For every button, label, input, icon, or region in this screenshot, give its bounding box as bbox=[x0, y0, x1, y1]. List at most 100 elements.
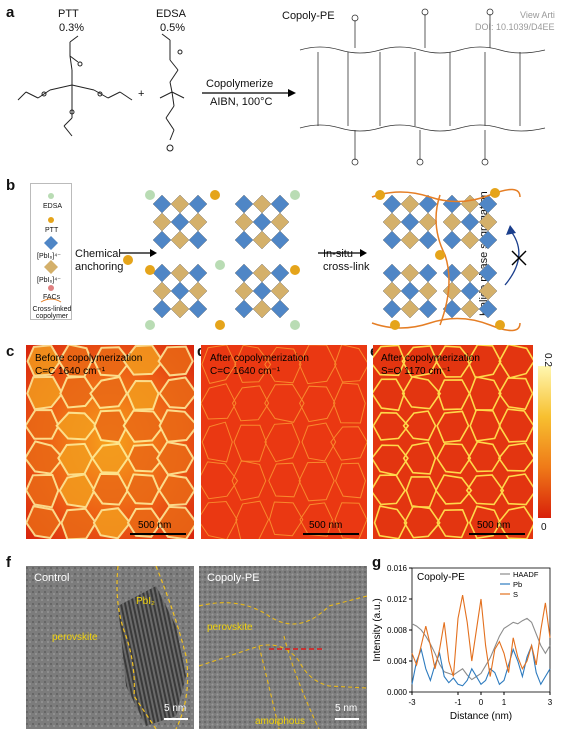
polymer-chain bbox=[371, 188, 521, 203]
grain bbox=[465, 474, 505, 506]
afm-ir-map-after-so: After copolymerization S=O 1170 cm⁻¹ 500… bbox=[373, 345, 533, 539]
grain bbox=[234, 345, 272, 383]
grain bbox=[126, 443, 165, 473]
grain bbox=[201, 345, 237, 384]
step2-line1: In-situ bbox=[323, 248, 353, 260]
ligand-dot bbox=[290, 265, 300, 275]
grain bbox=[334, 345, 367, 383]
grain bbox=[233, 424, 267, 462]
panel-a-label: a bbox=[6, 4, 15, 21]
map-c-line1: Before copolymerization bbox=[35, 353, 143, 364]
grain bbox=[298, 461, 335, 502]
grain bbox=[469, 408, 501, 442]
tem-control-title: Control bbox=[34, 572, 70, 584]
panel-c-label: c bbox=[6, 343, 15, 360]
tem-control-canvas bbox=[26, 566, 194, 729]
grain bbox=[405, 476, 438, 508]
y-tick-label: 0.004 bbox=[387, 657, 408, 666]
ligand-dot bbox=[215, 260, 225, 270]
map-e-line1: After copolymerization bbox=[381, 353, 480, 364]
map-c-line2: C=C 1640 cm⁻¹ bbox=[35, 366, 106, 377]
x-tick-label: -1 bbox=[454, 698, 462, 707]
segregation-arrowhead bbox=[506, 225, 516, 235]
tem-control-image: Control PbI₂ perovskite 5 nm bbox=[26, 566, 194, 729]
grain bbox=[468, 375, 502, 411]
grain bbox=[201, 383, 237, 420]
legend-copolymer: Cross-linked copolymer bbox=[32, 306, 72, 320]
grain bbox=[264, 422, 301, 463]
grain bbox=[26, 408, 60, 440]
grain bbox=[373, 378, 406, 412]
grain bbox=[231, 385, 270, 422]
grain bbox=[235, 500, 270, 539]
y-tick-label: 0.012 bbox=[387, 595, 408, 604]
grain bbox=[91, 442, 130, 474]
map-e-scale-bar bbox=[469, 533, 525, 535]
grain bbox=[498, 377, 533, 411]
arrowhead-step2 bbox=[360, 249, 367, 257]
polymer-chain bbox=[371, 317, 521, 332]
grain bbox=[59, 375, 97, 409]
tem-copoly-scale-bar bbox=[335, 718, 359, 720]
tem-control-phase2: perovskite bbox=[52, 632, 98, 643]
series-line-haadf bbox=[411, 617, 551, 681]
panel-f-label: f bbox=[6, 554, 11, 571]
tem-control-scale-bar bbox=[164, 718, 188, 720]
anchor-dot bbox=[435, 250, 445, 260]
grain bbox=[158, 409, 194, 443]
legend-pbi6-tan: [PbI₆]⁴⁻ bbox=[37, 277, 61, 284]
map-d-canvas bbox=[201, 345, 367, 539]
tem-copoly-canvas bbox=[199, 566, 367, 729]
grain bbox=[468, 505, 502, 539]
grain bbox=[299, 385, 336, 423]
step1-line1: Chemical bbox=[75, 248, 121, 260]
perovskite-cluster bbox=[234, 263, 290, 319]
legend-edsa: EDSA bbox=[43, 203, 63, 210]
legend-entry: Pb bbox=[513, 580, 522, 589]
watermark-line1: View Arti bbox=[520, 10, 555, 20]
grain bbox=[434, 474, 473, 505]
y-tick-label: 0.008 bbox=[387, 626, 408, 635]
ligand-dot bbox=[210, 190, 220, 200]
grain bbox=[231, 460, 267, 501]
grain bbox=[498, 408, 533, 443]
grain bbox=[330, 426, 367, 461]
x-tick-label: -3 bbox=[408, 698, 416, 707]
grain bbox=[436, 442, 472, 474]
perovskite-cluster bbox=[382, 263, 438, 319]
ligand-dot bbox=[215, 320, 225, 330]
eds-line-scan-chart: 0.000 0.004 0.008 0.012 0.016 -3 -1 0 1 3 Distance… bbox=[372, 564, 553, 722]
legend-ptt: PTT bbox=[45, 227, 59, 234]
ligand-dot bbox=[145, 320, 155, 330]
grain bbox=[467, 440, 502, 473]
grain bbox=[26, 345, 62, 377]
map-e-line2: S=O 1170 cm⁻¹ bbox=[381, 366, 451, 377]
ligand-dot bbox=[290, 320, 300, 330]
grain bbox=[301, 422, 337, 462]
grain bbox=[373, 411, 410, 441]
grain bbox=[268, 462, 301, 498]
grain bbox=[373, 345, 406, 377]
ptt-name: PTT bbox=[58, 8, 79, 20]
perovskite-cluster bbox=[442, 194, 498, 250]
map-e-scale-text: 500 nm bbox=[477, 520, 511, 531]
x-tick-label: 1 bbox=[502, 698, 507, 707]
edsa-name: EDSA bbox=[156, 8, 186, 20]
grain bbox=[26, 473, 60, 509]
grain bbox=[401, 345, 438, 378]
grain bbox=[156, 440, 194, 476]
grain bbox=[268, 501, 304, 537]
legend-facs: FACs bbox=[43, 294, 61, 301]
panel-b-label: b bbox=[6, 177, 16, 194]
grain bbox=[158, 474, 194, 507]
grain bbox=[403, 505, 441, 539]
legend-entry: HAADF bbox=[513, 570, 539, 579]
grain bbox=[373, 474, 406, 506]
grain bbox=[437, 379, 471, 411]
ptt-percent: 0.3% bbox=[59, 22, 85, 34]
map-c-canvas bbox=[26, 345, 194, 539]
edsa-percent: 0.5% bbox=[160, 22, 186, 34]
legend-box: EDSA PTT [PbI₆]⁴⁻ [PbI₆]⁴⁻ FACs Cross-li… bbox=[30, 183, 72, 320]
map-d-line2: C=C 1640 cm⁻¹ bbox=[210, 366, 281, 377]
polymer-chain bbox=[435, 194, 450, 326]
